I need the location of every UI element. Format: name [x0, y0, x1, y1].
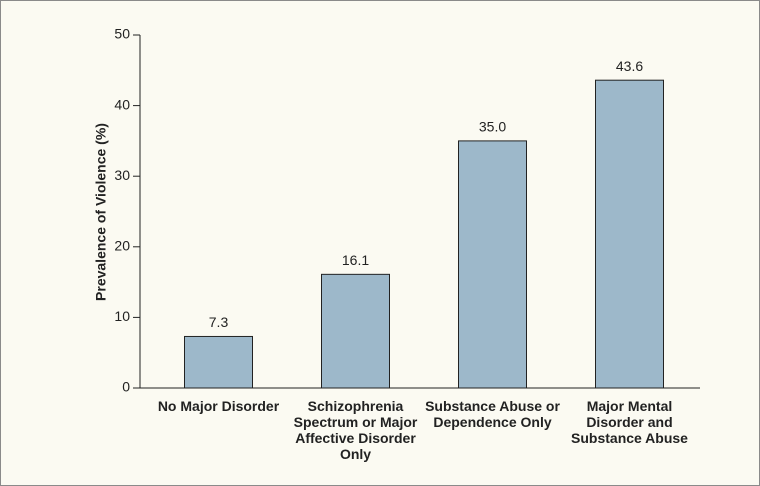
value-label: 43.6 — [616, 58, 643, 74]
bar — [321, 273, 390, 389]
y-tick-label: 50 — [114, 26, 130, 42]
bar — [184, 335, 253, 389]
bar — [458, 140, 527, 389]
y-tick-label: 10 — [114, 308, 130, 324]
value-label: 35.0 — [479, 119, 506, 135]
y-tick-label: 20 — [114, 238, 130, 254]
y-tick-label: 40 — [114, 96, 130, 112]
value-label: 16.1 — [342, 252, 369, 268]
y-tick-label: 30 — [114, 167, 130, 183]
y-axis-label: Prevalence of Violence (%) — [93, 123, 109, 301]
x-tick-label: Substance Abuse or Dependence Only — [425, 398, 560, 430]
x-tick-label: Major Mental Disorder and Substance Abus… — [571, 398, 688, 446]
value-label: 7.3 — [209, 314, 229, 330]
y-tick-label: 0 — [122, 379, 130, 395]
bar — [595, 79, 664, 389]
x-tick-label: No Major Disorder — [157, 398, 280, 414]
x-tick-label: Schizophrenia Spectrum or Major Affectiv… — [293, 398, 418, 462]
